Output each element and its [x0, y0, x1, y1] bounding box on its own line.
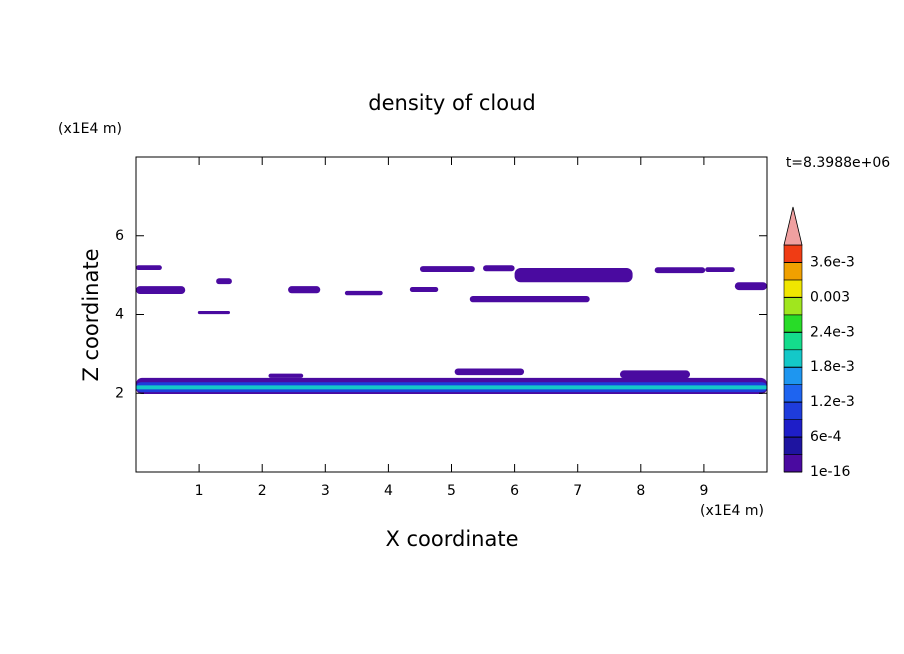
- x-tick-label: 2: [258, 483, 267, 499]
- colorbar-band: [783, 349, 803, 368]
- colorbar-band: [783, 419, 803, 438]
- y-axis-title: Z coordinate: [79, 248, 103, 381]
- time-annotation: t=8.3988e+06: [786, 155, 890, 171]
- x-tick-label: 3: [321, 483, 330, 499]
- y-tick-label: 2: [115, 385, 124, 401]
- colorbar-band: [783, 332, 803, 351]
- contour-cell: [483, 265, 515, 272]
- x-unit: (x1E4 m): [700, 503, 764, 519]
- colorbar-label: 1.8e-3: [810, 359, 855, 375]
- y-tick-label: 4: [115, 307, 124, 323]
- contour-cell: [344, 290, 383, 296]
- colorbar-band: [783, 244, 803, 263]
- x-axis-title: X coordinate: [385, 527, 518, 551]
- contour-cell: [409, 286, 439, 293]
- colorbar-label: 1.2e-3: [810, 394, 855, 410]
- contour-cell: [197, 310, 231, 315]
- x-tick-label: 8: [636, 483, 645, 499]
- contour-cell: [469, 295, 590, 303]
- colorbar-band: [783, 314, 803, 333]
- x-tick-label: 4: [384, 483, 393, 499]
- x-tick-label: 1: [195, 483, 204, 499]
- colorbar-band: [783, 401, 803, 420]
- y-unit: (x1E4 m): [58, 121, 122, 137]
- y-tick-label: 6: [115, 228, 124, 244]
- contour-cell: [514, 268, 633, 283]
- contour-cell: [268, 373, 304, 378]
- colorbar-band: [783, 454, 803, 473]
- colorbar-label: 1e-16: [810, 464, 850, 480]
- contour-cell: [216, 278, 232, 285]
- x-tick-label: 6: [510, 483, 519, 499]
- contour-field: [136, 265, 767, 395]
- contour-cell: [705, 267, 735, 272]
- contour-cell: [288, 286, 321, 294]
- contour-cell: [419, 266, 475, 272]
- contour-cell: [734, 282, 767, 291]
- contour-cell: [136, 385, 767, 390]
- colorbar-band: [783, 279, 803, 298]
- colorbar-band: [783, 384, 803, 403]
- colorbar-label: 0.003: [810, 289, 850, 305]
- colorbar-label: 2.4e-3: [810, 324, 855, 340]
- colorbar-band: [783, 297, 803, 316]
- x-tick-label: 9: [699, 483, 708, 499]
- plot-frame: [135, 156, 768, 473]
- x-tick-label: 7: [573, 483, 582, 499]
- contour-cell: [619, 370, 691, 379]
- colorbar-band: [783, 436, 803, 455]
- colorbar-band: [783, 262, 803, 281]
- colorbar-extend: [783, 206, 803, 246]
- chart-title: density of cloud: [368, 91, 535, 115]
- contour-cell: [136, 265, 162, 271]
- contour-cell: [454, 368, 525, 376]
- contour-cell: [136, 286, 186, 295]
- colorbar-band: [783, 366, 803, 385]
- x-tick-label: 5: [447, 483, 456, 499]
- contour-cell: [654, 267, 706, 274]
- colorbar-label: 6e-4: [810, 429, 842, 445]
- colorbar-label: 3.6e-3: [810, 254, 855, 270]
